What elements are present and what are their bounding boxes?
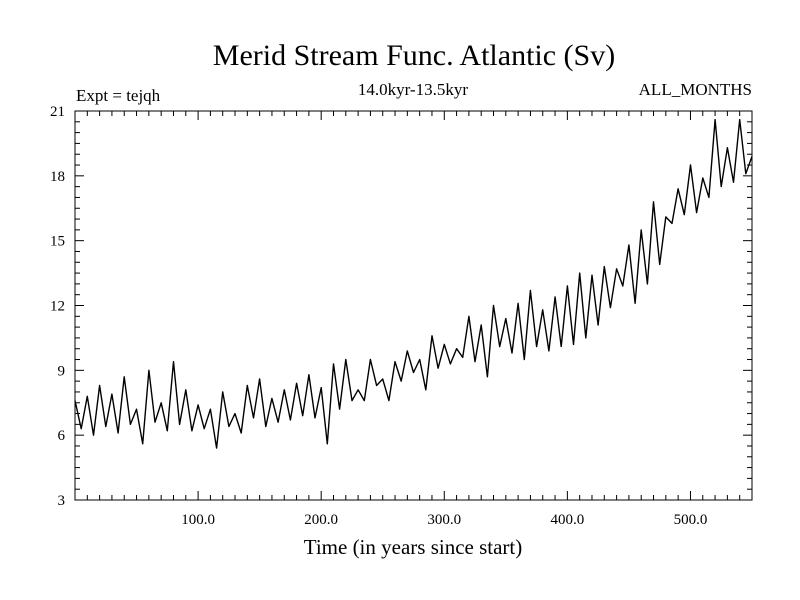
series-group (74, 118, 753, 449)
axes (74, 110, 753, 501)
chart-subtitle: 14.0kyr-13.5kyr (358, 80, 468, 99)
y-tick-label: 9 (58, 363, 66, 379)
x-axis-ticks (86, 111, 741, 500)
y-tick-label: 18 (50, 169, 65, 185)
x-tick-label: 100.0 (181, 512, 215, 528)
x-tick-label: 400.0 (550, 512, 584, 528)
y-tick-label: 6 (58, 428, 66, 444)
chart-title: Merid Stream Func. Atlantic (Sv) (213, 39, 615, 72)
series-line (74, 118, 753, 449)
x-axis-tick-labels: 100.0 200.0 300.0 400.0 500.0 (181, 512, 707, 528)
x-tick-label: 300.0 (427, 512, 461, 528)
x-tick-label: 200.0 (304, 512, 338, 528)
x-tick-label: 500.0 (674, 512, 708, 528)
y-axis-tick-labels: 3 6 9 12 15 18 21 (50, 104, 66, 509)
y-tick-label: 3 (58, 493, 66, 509)
y-axis-ticks (75, 110, 752, 501)
y-tick-label: 15 (50, 234, 65, 250)
y-tick-label: 21 (50, 104, 65, 120)
plot-frame (74, 110, 753, 501)
experiment-label: Expt = tejqh (76, 86, 161, 105)
x-axis-label: Time (in years since start) (304, 535, 523, 559)
months-label: ALL_MONTHS (639, 80, 752, 99)
y-tick-label: 12 (50, 299, 65, 315)
